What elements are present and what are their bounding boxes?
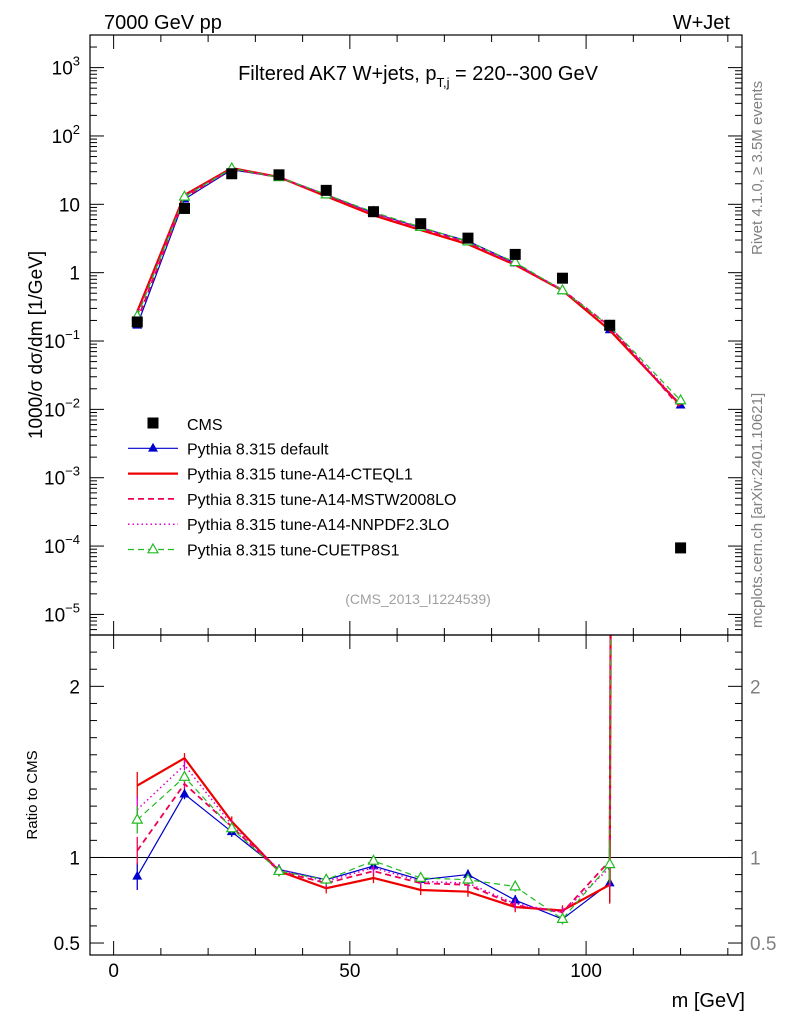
ratio-point bbox=[179, 788, 190, 798]
chart-title-sub: T,j bbox=[436, 75, 449, 90]
legend-marker-cms bbox=[147, 417, 159, 429]
ratio-point bbox=[225, 821, 238, 833]
y-tick-label: 102 bbox=[52, 122, 80, 148]
main-series-group bbox=[131, 161, 687, 554]
ratio-plot: 0 50 100 0.5 0.5 1 1 2 2 bbox=[54, 635, 776, 982]
ratio-point bbox=[320, 872, 333, 884]
legend: CMS Pythia 8.315 default Pythia 8.315 tune… bbox=[128, 417, 456, 560]
legend-marker bbox=[147, 542, 159, 554]
legend-label: CMS bbox=[187, 417, 223, 434]
ratio-point bbox=[273, 864, 285, 876]
legend-label: Pythia 8.315 tune-CUETP8S1 bbox=[187, 543, 400, 560]
ratio-tick-label: 2 bbox=[69, 677, 80, 698]
y-tick-label: 1 bbox=[69, 264, 80, 285]
process-label: W+Jet bbox=[673, 12, 731, 34]
y-axis-title: 1000/σ dσ/dm [1/GeV] bbox=[26, 251, 47, 439]
series-point bbox=[556, 283, 569, 295]
y-tick-label: 10 bbox=[59, 195, 80, 216]
data-point bbox=[415, 218, 427, 230]
ratio-point bbox=[414, 871, 427, 882]
y-tick-label: 10−5 bbox=[44, 600, 80, 626]
ratio-point bbox=[556, 912, 569, 923]
series-point bbox=[509, 255, 522, 267]
data-point bbox=[367, 206, 379, 218]
data-point bbox=[131, 316, 143, 328]
x-axis-title: m [GeV] bbox=[672, 990, 745, 1012]
data-point bbox=[178, 202, 190, 214]
y-tick-label: 10−1 bbox=[44, 327, 80, 353]
ratio-tick-label: 0.5 bbox=[54, 934, 80, 955]
ratio-tick-label-right: 1 bbox=[750, 848, 761, 869]
ratio-point bbox=[367, 854, 380, 865]
data-point bbox=[226, 168, 238, 180]
data-point bbox=[604, 319, 616, 331]
ratio-line bbox=[136, 635, 612, 920]
ratio-tick-label: 1 bbox=[69, 848, 80, 869]
chart-title-main: Filtered AK7 W+jets, p bbox=[238, 63, 436, 85]
ratio-point bbox=[509, 879, 522, 891]
ratio-series-group bbox=[131, 635, 616, 925]
legend-marker bbox=[148, 442, 158, 452]
series-line bbox=[136, 167, 682, 401]
series-point bbox=[178, 190, 191, 201]
chart-title-tail: = 220--300 GeV bbox=[449, 63, 598, 85]
chart-title: Filtered AK7 W+jets, pT,j = 220--300 GeV bbox=[238, 63, 599, 90]
legend-label: Pythia 8.315 tune-A14-MSTW2008LO bbox=[187, 492, 456, 509]
ratio-point bbox=[132, 870, 143, 880]
ratio-line bbox=[136, 635, 612, 914]
series-point bbox=[674, 393, 687, 405]
y-tick-label: 103 bbox=[52, 54, 80, 80]
y-tick-label: 10−3 bbox=[44, 464, 80, 490]
y-tick-label: 10−2 bbox=[44, 395, 80, 421]
x-tick-label: 100 bbox=[570, 961, 602, 982]
legend-label: Pythia 8.315 tune-A14-CTEQL1 bbox=[187, 467, 413, 484]
ratio-point bbox=[178, 770, 191, 781]
x-tick-label: 0 bbox=[108, 961, 119, 982]
analysis-watermark: (CMS_2013_I1224539) bbox=[345, 591, 491, 607]
legend-label: Pythia 8.315 default bbox=[187, 441, 329, 458]
ratio-point bbox=[131, 813, 144, 824]
rivet-version-label: Rivet 4.1.0, ≥ 3.5M events bbox=[749, 81, 766, 255]
data-point bbox=[320, 184, 332, 196]
y-tick-label: 10−4 bbox=[44, 532, 80, 558]
data-point bbox=[675, 542, 687, 554]
ratio-point bbox=[603, 857, 616, 869]
data-point bbox=[462, 232, 474, 244]
data-point bbox=[556, 272, 568, 284]
ratio-point bbox=[461, 872, 474, 884]
main-plot: 10−5 10−4 10−3 10−2 10−1 1 10 102 103 bbox=[44, 34, 742, 955]
source-label: mcplots.cern.ch [arXiv:2401.10621] bbox=[749, 393, 766, 628]
ratio-frame bbox=[89, 634, 743, 956]
ratio-line bbox=[136, 635, 612, 920]
series-line bbox=[136, 167, 682, 405]
ratio-line bbox=[136, 635, 612, 912]
ratio-tick-label-right: 2 bbox=[750, 677, 761, 698]
energy-label: 7000 GeV pp bbox=[104, 12, 222, 34]
ratio-axis-title: Ratio to CMS bbox=[24, 750, 41, 839]
ratio-tick-label-right: 0.5 bbox=[750, 934, 776, 955]
data-point bbox=[273, 169, 285, 181]
data-point bbox=[509, 248, 521, 260]
x-tick-label: 50 bbox=[339, 961, 360, 982]
legend-label: Pythia 8.315 tune-A14-NNPDF2.3LO bbox=[187, 517, 449, 534]
